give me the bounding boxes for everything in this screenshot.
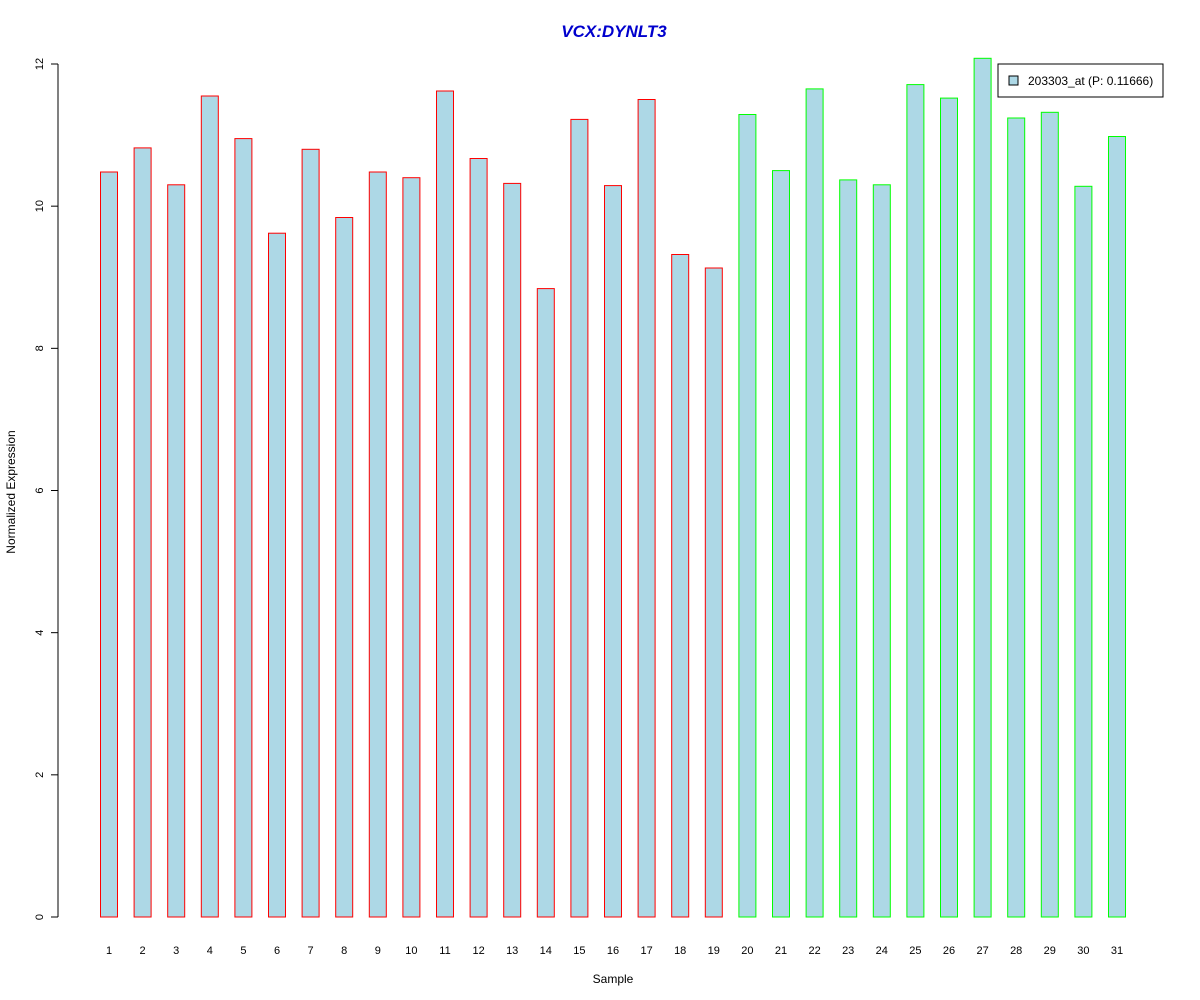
y-tick-label: 0 xyxy=(34,914,46,920)
bar xyxy=(200,95,219,918)
x-tick-label: 22 xyxy=(808,945,820,957)
x-tick-label: 18 xyxy=(674,945,686,957)
bar xyxy=(436,90,454,918)
x-tick-label: 23 xyxy=(842,945,854,957)
chart-title: VCX:DYNLT3 xyxy=(561,22,667,41)
bar xyxy=(637,99,656,918)
bar xyxy=(335,217,354,918)
y-tick-label: 4 xyxy=(34,630,46,636)
x-tick-label: 8 xyxy=(341,945,347,957)
x-tick-label: 26 xyxy=(943,945,955,957)
bar xyxy=(1108,136,1126,918)
x-tick-label: 17 xyxy=(640,945,652,957)
bar xyxy=(940,97,958,918)
x-tick-label: 7 xyxy=(308,945,314,957)
x-tick-label: 24 xyxy=(876,945,888,957)
bar xyxy=(906,84,925,918)
x-tick-label: 11 xyxy=(439,945,450,957)
bar xyxy=(973,57,992,918)
y-tick-label: 8 xyxy=(34,345,46,351)
x-tick-label: 10 xyxy=(405,945,417,957)
x-tick-label: 5 xyxy=(240,945,246,957)
bar xyxy=(1040,111,1059,918)
bar xyxy=(872,184,891,918)
x-tick-label: 1 xyxy=(106,945,112,957)
bar xyxy=(570,118,589,918)
y-tick-label: 12 xyxy=(34,58,46,70)
x-tick-label: 30 xyxy=(1077,945,1089,957)
x-tick-label: 28 xyxy=(1010,945,1022,957)
x-tick-labels: 1 2 3 4 5 6 7 8 9 10 11 12 13 14 15 16 17 18 19 20 21 22 23 24 2… xyxy=(106,945,1123,957)
bar xyxy=(839,179,858,918)
bar xyxy=(133,147,152,918)
bar xyxy=(738,114,757,918)
bar xyxy=(772,170,790,918)
bar xyxy=(301,148,320,918)
x-tick-label: 20 xyxy=(741,945,753,957)
bar xyxy=(704,267,723,918)
bar xyxy=(234,138,253,918)
x-axis-label: Sample xyxy=(593,972,634,986)
y-tick-label: 6 xyxy=(34,487,46,493)
x-tick-label: 19 xyxy=(708,945,720,957)
bar xyxy=(100,171,118,918)
x-tick-label: 16 xyxy=(607,945,619,957)
x-tick-label: 27 xyxy=(976,945,988,957)
x-tick-label: 13 xyxy=(506,945,518,957)
x-tick-label: 25 xyxy=(909,945,921,957)
x-tick-label: 4 xyxy=(207,945,213,957)
bar xyxy=(503,182,522,918)
y-axis: 0 2 4 6 8 10 12 xyxy=(34,58,59,920)
legend-swatch xyxy=(1008,75,1019,86)
x-tick-label: 12 xyxy=(472,945,484,957)
x-tick-label: 15 xyxy=(573,945,585,957)
bar xyxy=(1074,185,1093,918)
x-tick-label: 31 xyxy=(1111,945,1123,957)
bar xyxy=(1007,117,1026,918)
bar xyxy=(469,158,488,918)
legend-label: 203303_at (P: 0.11666) xyxy=(1028,74,1153,88)
bar xyxy=(604,185,622,918)
bar xyxy=(805,88,824,918)
bar xyxy=(167,184,186,918)
bar xyxy=(368,171,387,918)
y-axis-label: Normalized Expression xyxy=(4,430,18,553)
y-tick-label: 2 xyxy=(34,772,46,778)
x-tick-label: 29 xyxy=(1044,945,1056,957)
x-tick-label: 21 xyxy=(775,945,787,957)
x-tick-label: 14 xyxy=(540,945,552,957)
x-tick-label: 2 xyxy=(140,945,146,957)
bar xyxy=(536,288,555,918)
x-tick-label: 3 xyxy=(173,945,179,957)
y-tick-label: 10 xyxy=(34,200,46,212)
bar xyxy=(671,254,690,918)
legend: 203303_at (P: 0.11666) xyxy=(997,63,1164,98)
x-tick-label: 9 xyxy=(375,945,381,957)
bars xyxy=(100,57,1126,918)
legend-box xyxy=(997,63,1164,98)
bar xyxy=(268,232,286,918)
x-tick-label: 6 xyxy=(274,945,280,957)
bar xyxy=(402,177,421,918)
